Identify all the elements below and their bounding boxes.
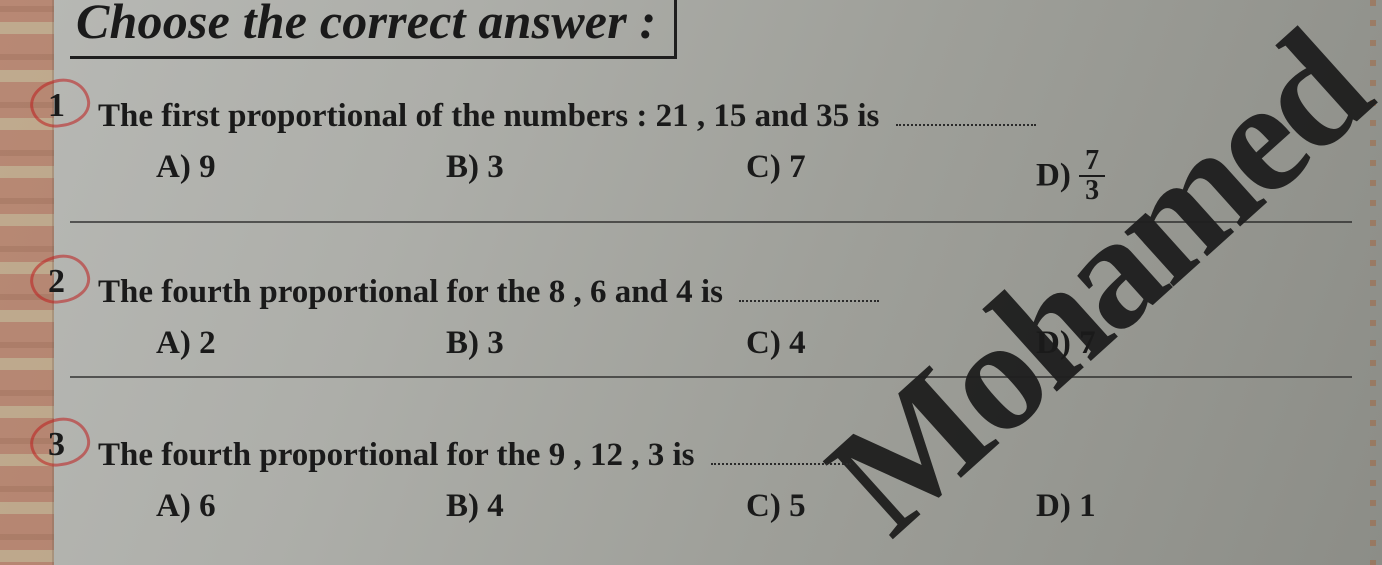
choice-a: A) 2: [156, 325, 446, 362]
answer-blank: [896, 93, 1036, 126]
choice-d: D) 1: [1036, 488, 1352, 525]
choice-row: A) 6 B) 4 C) 5 D) 1: [156, 488, 1352, 525]
choice-d: D) 7 3: [1036, 149, 1352, 207]
choice-c: C) 7: [746, 149, 1036, 207]
choice-c: C) 5: [746, 488, 1036, 525]
question-3: 3 The fourth proportional for the 9 , 12…: [70, 432, 1352, 539]
choice-d-value: 1: [1079, 488, 1096, 524]
choice-row: A) 2 B) 3 C) 4 D) 7: [156, 325, 1352, 362]
worksheet-page: Choose the correct answer : 1 The first …: [70, 0, 1352, 565]
choice-a-value: 9: [199, 149, 216, 185]
choice-b: B) 3: [446, 149, 746, 207]
stem-text: The fourth proportional for the 8 , 6 an…: [98, 274, 723, 310]
choice-c-value: 7: [789, 149, 806, 185]
choice-b: B) 4: [446, 488, 746, 525]
choice-a-value: 2: [199, 325, 216, 361]
section-heading: Choose the correct answer :: [76, 0, 656, 50]
stem-text: The fourth proportional for the 9 , 12 ,…: [98, 437, 694, 473]
answer-blank: [739, 269, 879, 302]
question-stem: The first proportional of the numbers : …: [98, 93, 1352, 135]
choice-b-value: 4: [487, 488, 504, 524]
question-number: 1: [48, 87, 65, 125]
question-stem: The fourth proportional for the 9 , 12 ,…: [98, 432, 1352, 474]
question-number: 2: [48, 263, 65, 301]
choice-a: A) 6: [156, 488, 446, 525]
choice-a: A) 9: [156, 149, 446, 207]
choice-a-value: 6: [199, 488, 216, 524]
choice-d: D) 7: [1036, 325, 1352, 362]
fraction-denominator: 3: [1079, 177, 1105, 205]
choice-d-value: 7: [1079, 325, 1096, 361]
question-number: 3: [48, 426, 65, 464]
choice-c: C) 4: [746, 325, 1036, 362]
section-heading-box: Choose the correct answer :: [70, 0, 677, 59]
choice-b-value: 3: [487, 149, 504, 185]
choice-c-value: 5: [789, 488, 806, 524]
question-2: 2 The fourth proportional for the 8 , 6 …: [70, 269, 1352, 378]
right-dotted-border: [1370, 0, 1376, 565]
choice-c-value: 4: [789, 325, 806, 361]
stem-text: The first proportional of the numbers : …: [98, 98, 879, 134]
fraction-icon: 7 3: [1079, 147, 1105, 205]
choice-row: A) 9 B) 3 C) 7 D) 7 3: [156, 149, 1352, 207]
choice-b: B) 3: [446, 325, 746, 362]
choice-b-value: 3: [487, 325, 504, 361]
question-stem: The fourth proportional for the 8 , 6 an…: [98, 269, 1352, 311]
answer-blank: [711, 432, 851, 465]
question-1: 1 The first proportional of the numbers …: [70, 93, 1352, 223]
fraction-numerator: 7: [1079, 147, 1105, 177]
